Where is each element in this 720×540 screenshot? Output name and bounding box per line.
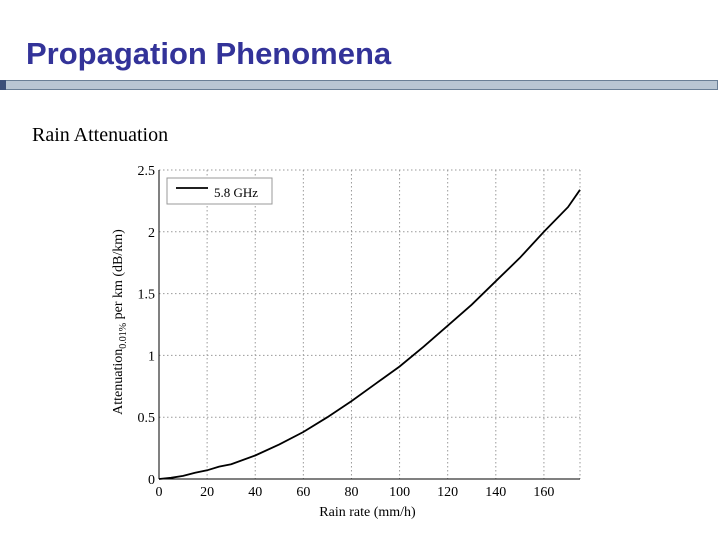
grid-lines <box>158 169 581 480</box>
y-tick-label: 1 <box>148 349 155 364</box>
slide-title: Propagation Phenomena <box>26 36 392 71</box>
x-tick-label: 60 <box>296 485 310 500</box>
legend-label: 5.8 GHz <box>214 185 258 200</box>
y-axis-title: Attenuation0.01% per km (dB/km) <box>111 229 129 415</box>
y-tick-label: 2.5 <box>138 164 156 179</box>
x-tick-label: 40 <box>248 485 262 500</box>
x-axis-title: Rain rate (mm/h) <box>319 505 416 520</box>
x-tick-label: 140 <box>485 485 506 500</box>
x-tick-label: 80 <box>344 485 358 500</box>
y-tick-label: 0.5 <box>138 411 156 426</box>
x-tick-label: 120 <box>437 485 458 500</box>
x-tick-label: 20 <box>200 485 214 500</box>
x-tick-label: 0 <box>156 485 163 500</box>
x-axis-ticks: 0 20 40 60 80 100 120 140 160 <box>156 485 555 500</box>
y-axis-ticks: 0 0.5 1 1.5 2 2.5 <box>138 164 156 488</box>
y-tick-label: 1.5 <box>138 288 156 303</box>
y-axis-title-main: Attenuation <box>111 349 126 415</box>
slide-subtitle: Rain Attenuation <box>32 124 169 146</box>
legend: 5.8 GHz <box>166 177 273 205</box>
y-axis-title-rest: per km (dB/km) <box>111 229 126 323</box>
series-line-5-8-ghz <box>158 189 581 480</box>
x-tick-label: 100 <box>389 485 410 500</box>
y-axis-title-subscript: 0.01% <box>118 323 129 349</box>
x-tick-label: 160 <box>533 485 554 500</box>
legend-box <box>166 177 273 205</box>
title-divider-cap <box>0 80 6 90</box>
y-tick-label: 2 <box>148 226 155 241</box>
y-tick-label: 0 <box>148 473 155 488</box>
